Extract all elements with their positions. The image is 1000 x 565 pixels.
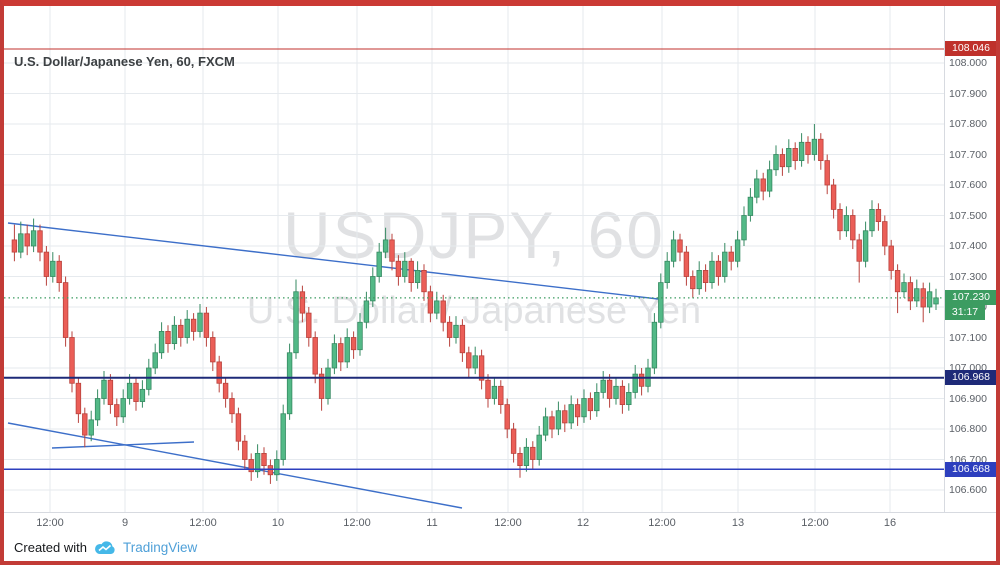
countdown-badge: 31:17	[945, 305, 985, 321]
time-tick-label: 13	[731, 517, 745, 529]
attribution-bar: Created with TradingView	[4, 533, 996, 561]
time-tick-label: 12:00	[494, 517, 522, 529]
support-level-badge: 106.968	[945, 370, 996, 386]
time-tick-label: 12	[576, 517, 590, 529]
time-tick-label: 9	[121, 517, 129, 529]
time-tick-label: 12:00	[189, 517, 217, 529]
created-with-label: Created with	[14, 540, 87, 555]
price-axis[interactable]: 108.000 107.900 107.800 107.700 107.600 107.5…	[944, 6, 996, 512]
price-tick-label: 107.400	[949, 240, 987, 252]
time-tick-label: 10	[271, 517, 285, 529]
time-tick-label: 16	[883, 517, 897, 529]
price-tick-label: 107.900	[949, 87, 987, 100]
price-tick-label: 106.600	[949, 484, 987, 496]
tradingview-link[interactable]: TradingView	[122, 540, 198, 555]
time-tick-label: 12:00	[36, 517, 64, 529]
price-tick-label: 107.600	[949, 179, 987, 191]
tradingview-logo-icon[interactable]	[94, 540, 116, 556]
price-tick-label: 107.300	[949, 270, 987, 283]
symbol-title: U.S. Dollar/Japanese Yen, 60, FXCM	[14, 54, 235, 69]
time-tick-label: 11	[426, 517, 438, 529]
price-tick-label: 107.500	[949, 209, 987, 222]
chart-area[interactable]: USDJPY, 60 U.S. Dollar / Japanese Yen U.…	[4, 6, 996, 534]
time-tick-label: 12:00	[343, 517, 371, 529]
price-tick-label: 107.800	[949, 118, 987, 130]
alert-level-badge: 108.046	[945, 41, 996, 57]
candlestick-plot[interactable]	[4, 6, 944, 512]
price-tick-label: 106.800	[949, 423, 987, 435]
price-tick-label: 106.900	[949, 392, 987, 405]
price-tick-label: 107.700	[949, 148, 987, 161]
time-tick-label: 12:00	[648, 517, 676, 529]
time-tick-label: 12:00	[801, 517, 829, 529]
price-tick-label: 108.000	[949, 57, 987, 69]
price-tick-label: 107.100	[949, 331, 987, 344]
lower-level-badge: 106.668	[945, 461, 996, 477]
time-axis[interactable]: 12:00 9 12:00 10 12:00 11 12:00 12 12:00 13 12:00 1…	[4, 512, 996, 534]
last-price-badge: 107.230	[945, 290, 996, 306]
